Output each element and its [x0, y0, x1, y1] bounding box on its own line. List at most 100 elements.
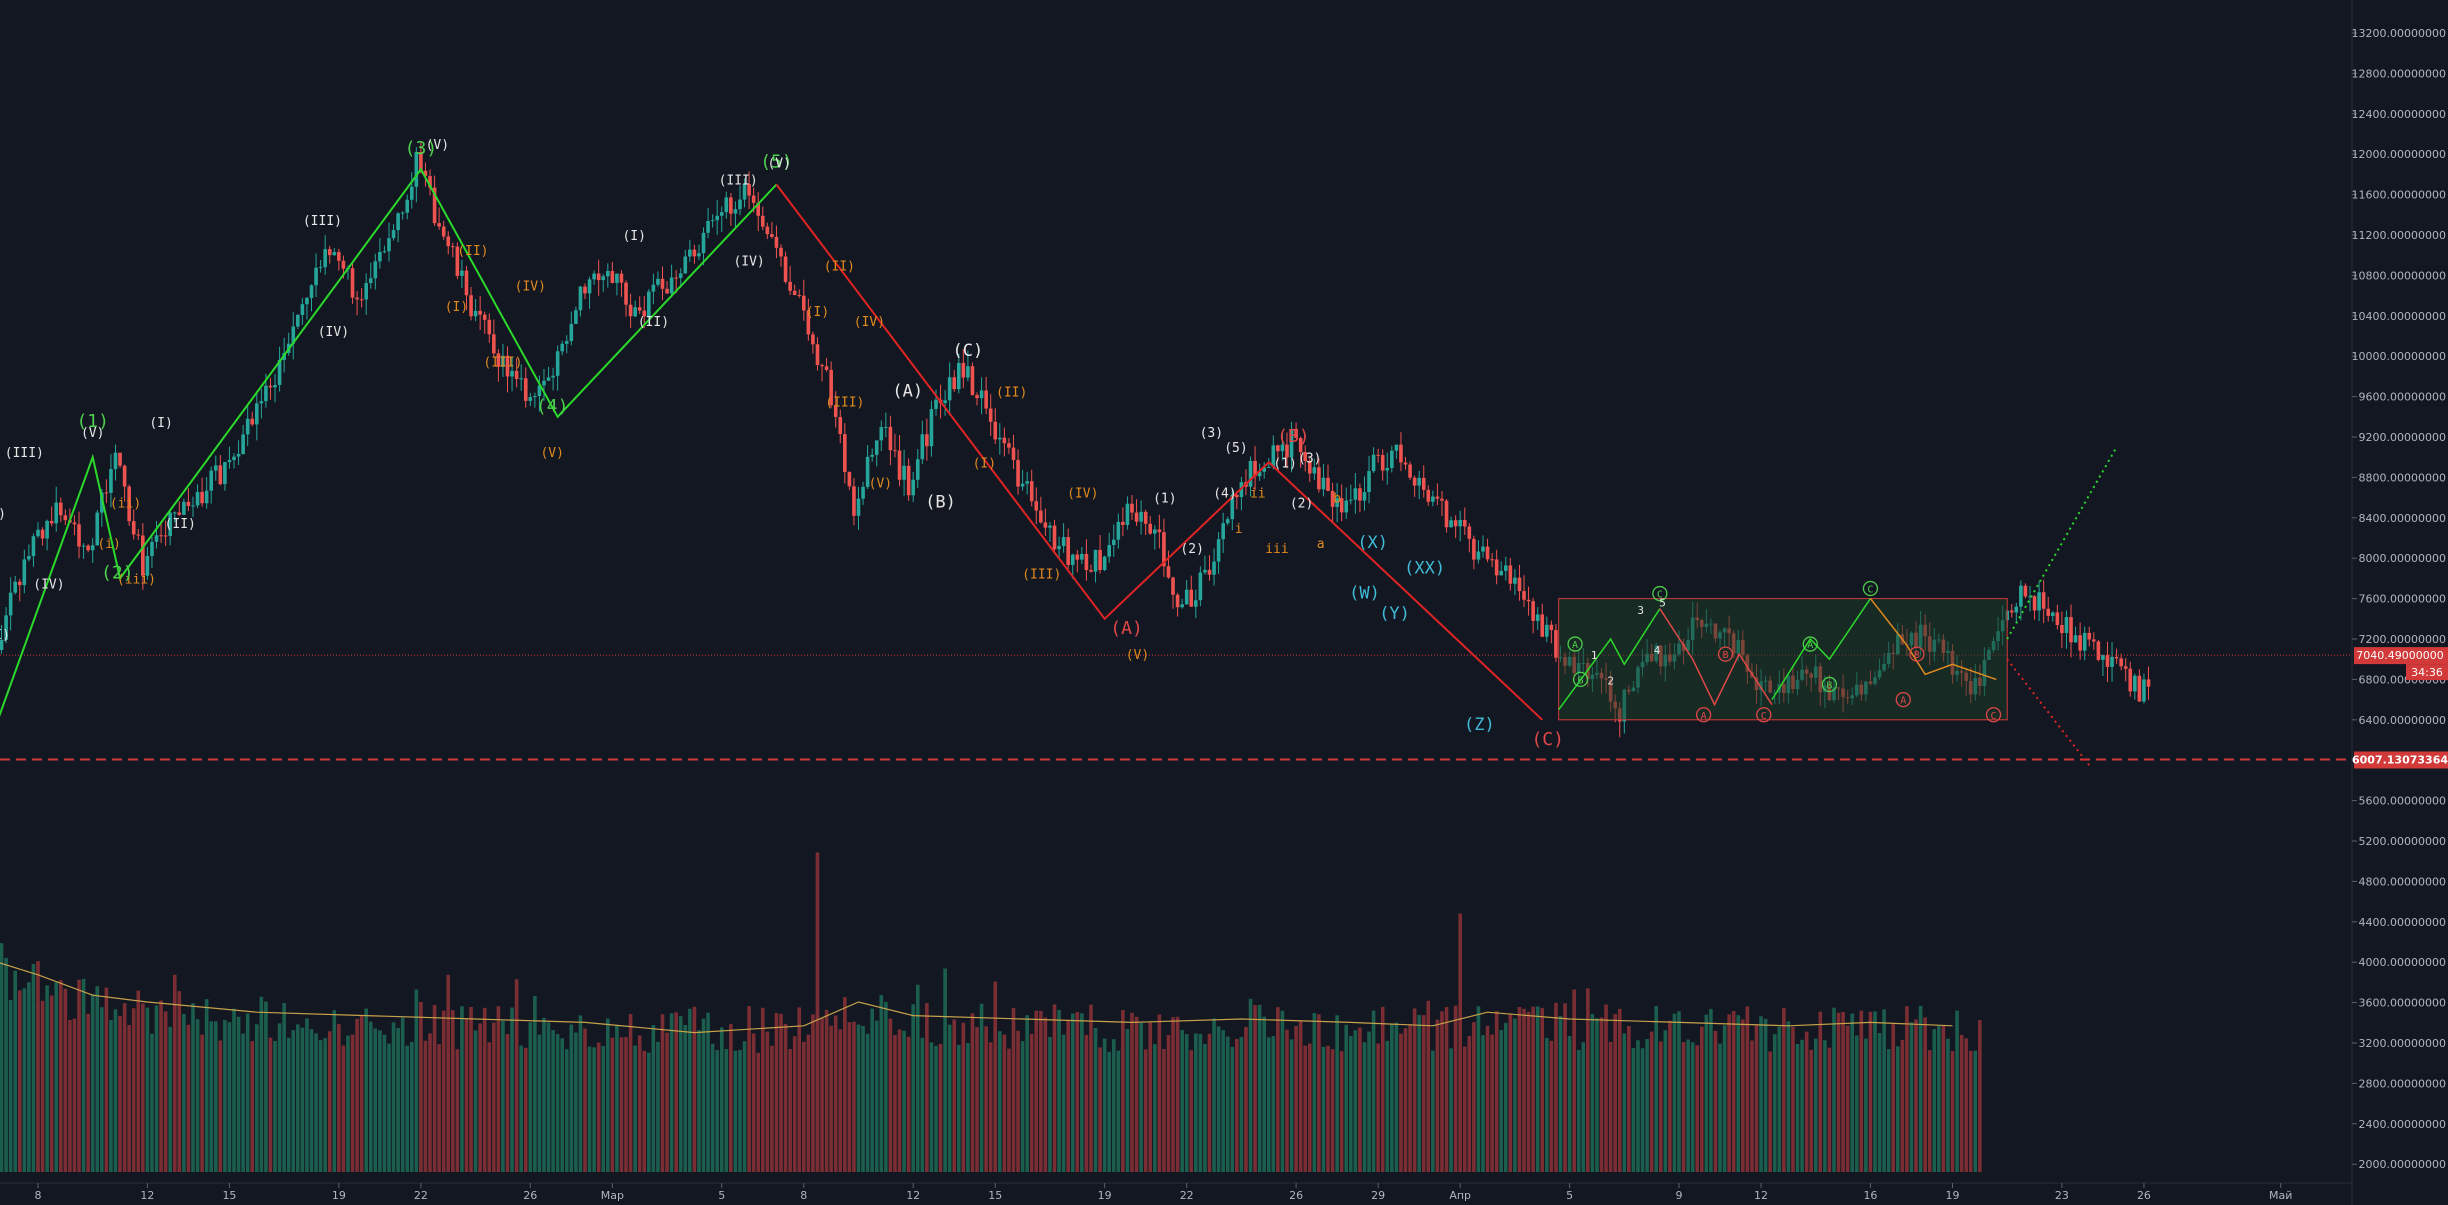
volume-bar	[1800, 1039, 1804, 1172]
circle-wave-label: B	[1578, 675, 1584, 686]
candle-body	[232, 456, 236, 461]
volume-bar	[1750, 1040, 1754, 1172]
candle-body	[1125, 503, 1130, 526]
support-price-label: 6007.13073364	[2352, 753, 2448, 766]
candle-body	[277, 359, 282, 385]
price-tick-label: 10800.00000000	[2352, 269, 2446, 282]
volume-bar	[678, 1016, 683, 1172]
circle-wave-label: C	[1867, 585, 1873, 596]
volume-bar	[738, 1049, 742, 1172]
volume-bar	[482, 1007, 487, 1172]
wave-label: (4)	[536, 396, 569, 417]
volume-bar	[1937, 1025, 1941, 1172]
wave-label: (I)	[806, 305, 829, 320]
volume-bar	[104, 987, 109, 1172]
candle-body	[706, 221, 710, 233]
candle-body	[13, 581, 18, 593]
volume-bar	[729, 1023, 733, 1172]
candle-body	[2014, 606, 2019, 613]
volume-bar	[1772, 1034, 1777, 1172]
candle-body	[833, 405, 838, 417]
volume-bar	[715, 1050, 719, 1172]
wave-line	[0, 167, 778, 717]
wave-label: (IV)	[733, 254, 764, 269]
volume-bar	[1216, 1026, 1221, 1172]
time-tick-label: 22	[1180, 1189, 1194, 1202]
circle-wave-marker	[1567, 636, 1583, 652]
volume-bar	[0, 943, 4, 1172]
candle-body	[1061, 537, 1066, 547]
volume-bar	[1809, 1049, 1813, 1172]
volume-bar	[1563, 1003, 1567, 1172]
volume-bar	[300, 1027, 305, 1172]
candle-body	[1531, 601, 1535, 621]
volume-spike	[172, 974, 177, 1172]
candle-body	[669, 277, 674, 294]
volume-bar	[1212, 1018, 1216, 1172]
volume-bar	[1412, 1008, 1417, 1172]
candle-body	[637, 307, 642, 311]
volume-bar	[1111, 1039, 1116, 1172]
volume-bar	[241, 1033, 245, 1172]
volume-bar	[209, 1021, 214, 1172]
price-tick-label: 10000.00000000	[2352, 350, 2446, 363]
volume-bar	[1677, 1011, 1681, 1172]
candle-body	[1048, 525, 1052, 528]
candle-body	[496, 353, 501, 367]
volume-bar	[1576, 1050, 1581, 1172]
wave-label: (1)	[1153, 492, 1176, 507]
volume-bar	[314, 1033, 318, 1172]
volume-bar	[1380, 1006, 1385, 1172]
candle-body	[341, 260, 346, 269]
candle-body	[1554, 630, 1558, 658]
volume-bar	[1440, 1011, 1444, 1172]
circle-wave-label: B	[1826, 680, 1832, 691]
volume-bar	[979, 1003, 984, 1172]
candle-body	[1307, 461, 1312, 474]
candle-body	[1020, 483, 1025, 487]
volume-bar	[1307, 1043, 1312, 1172]
volume-bar	[1230, 1046, 1235, 1172]
candle-body	[177, 512, 182, 515]
candle-body	[209, 470, 214, 491]
candle-body	[701, 232, 706, 254]
candle-body	[560, 343, 565, 352]
time-axis[interactable]: 8 12 15 19 22 26 Мар 5 8 12 15 19 22 26 29 Апр 5 9 12 16 19 2…	[35, 1183, 2293, 1202]
volume-bar	[1061, 1034, 1066, 1172]
wave-label: (3)	[1200, 426, 1223, 441]
volume-bar	[200, 1034, 204, 1172]
volume-bar	[692, 1006, 697, 1172]
volume-bar	[943, 968, 947, 1172]
candle-body	[1121, 521, 1125, 526]
wave-label: (XX)	[1404, 558, 1445, 578]
wave-label: (V)	[426, 138, 449, 153]
wave-label: (II)	[996, 386, 1027, 401]
volume-bar	[601, 1046, 606, 1172]
volume-bar	[683, 1024, 688, 1172]
volume-bar	[788, 1048, 792, 1172]
volume-bar	[63, 988, 68, 1172]
price-axis[interactable]: 13200.00000000 12800.00000000 12400.000000…	[2352, 27, 2446, 1171]
volume-bar	[596, 1042, 601, 1172]
candle-body	[1248, 460, 1253, 487]
candle-body	[1276, 445, 1280, 452]
wave-label: a	[1317, 537, 1325, 552]
volume-bar	[751, 1033, 756, 1172]
volume-bar	[227, 1022, 232, 1172]
volume-bar	[1622, 1033, 1627, 1172]
candle-body	[478, 310, 482, 315]
volume-bar	[400, 1017, 405, 1172]
candle-body	[765, 226, 770, 235]
volume-bar	[1029, 1033, 1034, 1172]
volume-bar	[90, 994, 95, 1172]
volume-bar	[1335, 1015, 1339, 1172]
volume-bar	[291, 1030, 296, 1172]
volume-bar	[423, 1040, 428, 1172]
candle-body	[797, 295, 802, 297]
candle-body	[382, 251, 387, 253]
volume-bar	[100, 1007, 104, 1172]
volume-bar	[277, 1023, 282, 1172]
volume-bar	[1152, 1044, 1157, 1172]
volume-bar	[95, 986, 100, 1172]
